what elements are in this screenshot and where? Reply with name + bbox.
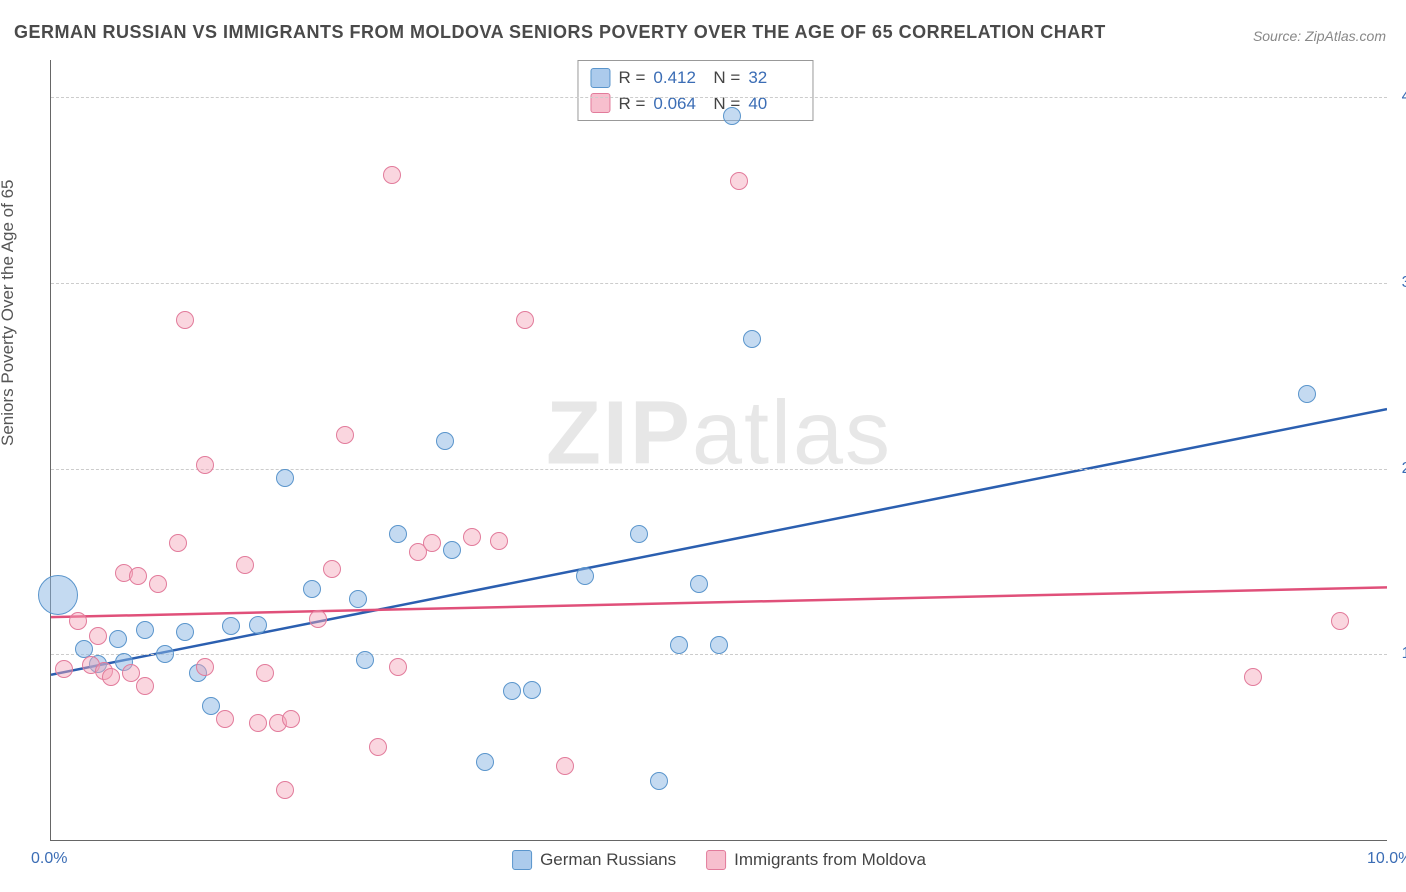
- data-point: [276, 469, 294, 487]
- data-point: [503, 682, 521, 700]
- data-point: [476, 753, 494, 771]
- trend-line: [51, 587, 1387, 617]
- plot-area: ZIPatlas R = 0.412 N = 32 R = 0.064 N = …: [50, 60, 1387, 841]
- data-point: [256, 664, 274, 682]
- data-point: [75, 640, 93, 658]
- y-axis-title: Seniors Poverty Over the Age of 65: [0, 180, 18, 446]
- data-point: [463, 528, 481, 546]
- data-point: [222, 617, 240, 635]
- bottom-legend: German Russians Immigrants from Moldova: [512, 850, 926, 870]
- data-point: [1298, 385, 1316, 403]
- y-tick-label: 20.0%: [1402, 460, 1406, 478]
- chart-title: GERMAN RUSSIAN VS IMMIGRANTS FROM MOLDOV…: [14, 22, 1106, 43]
- data-point: [389, 525, 407, 543]
- data-point: [356, 651, 374, 669]
- grid-line: [51, 283, 1387, 284]
- data-point: [169, 534, 187, 552]
- data-point: [443, 541, 461, 559]
- data-point: [556, 757, 574, 775]
- data-point: [323, 560, 341, 578]
- y-tick-label: 40.0%: [1402, 88, 1406, 106]
- legend-label: German Russians: [540, 850, 676, 870]
- data-point: [336, 426, 354, 444]
- data-point: [38, 575, 78, 615]
- stats-row-pink: R = 0.064 N = 40: [590, 91, 800, 117]
- data-point: [102, 668, 120, 686]
- x-tick-label: 10.0%: [1367, 850, 1406, 868]
- data-point: [516, 311, 534, 329]
- data-point: [196, 658, 214, 676]
- data-point: [523, 681, 541, 699]
- pink-swatch-icon: [706, 850, 726, 870]
- legend-item-pink: Immigrants from Moldova: [706, 850, 926, 870]
- data-point: [282, 710, 300, 728]
- grid-line: [51, 97, 1387, 98]
- data-point: [136, 677, 154, 695]
- data-point: [670, 636, 688, 654]
- data-point: [69, 612, 87, 630]
- data-point: [690, 575, 708, 593]
- source-label: Source: ZipAtlas.com: [1253, 28, 1386, 44]
- grid-line: [51, 654, 1387, 655]
- blue-swatch-icon: [512, 850, 532, 870]
- grid-line: [51, 469, 1387, 470]
- y-tick-label: 10.0%: [1402, 645, 1406, 663]
- data-point: [196, 456, 214, 474]
- watermark: ZIPatlas: [546, 383, 892, 486]
- x-tick-label: 0.0%: [31, 850, 67, 868]
- data-point: [490, 532, 508, 550]
- data-point: [730, 172, 748, 190]
- stats-row-blue: R = 0.412 N = 32: [590, 65, 800, 91]
- data-point: [136, 621, 154, 639]
- legend-item-blue: German Russians: [512, 850, 676, 870]
- data-point: [156, 645, 174, 663]
- data-point: [176, 311, 194, 329]
- data-point: [349, 590, 367, 608]
- data-point: [723, 107, 741, 125]
- data-point: [109, 630, 127, 648]
- data-point: [436, 432, 454, 450]
- data-point: [276, 781, 294, 799]
- stats-box: R = 0.412 N = 32 R = 0.064 N = 40: [577, 60, 813, 121]
- data-point: [249, 714, 267, 732]
- data-point: [389, 658, 407, 676]
- data-point: [423, 534, 441, 552]
- y-tick-label: 30.0%: [1402, 274, 1406, 292]
- data-point: [303, 580, 321, 598]
- data-point: [236, 556, 254, 574]
- data-point: [710, 636, 728, 654]
- data-point: [369, 738, 387, 756]
- data-point: [743, 330, 761, 348]
- data-point: [129, 567, 147, 585]
- data-point: [383, 166, 401, 184]
- data-point: [55, 660, 73, 678]
- data-point: [176, 623, 194, 641]
- data-point: [249, 616, 267, 634]
- data-point: [309, 610, 327, 628]
- data-point: [650, 772, 668, 790]
- data-point: [1244, 668, 1262, 686]
- data-point: [630, 525, 648, 543]
- blue-swatch-icon: [590, 68, 610, 88]
- data-point: [89, 627, 107, 645]
- data-point: [1331, 612, 1349, 630]
- legend-label: Immigrants from Moldova: [734, 850, 926, 870]
- trend-line: [51, 409, 1387, 675]
- data-point: [216, 710, 234, 728]
- data-point: [576, 567, 594, 585]
- data-point: [149, 575, 167, 593]
